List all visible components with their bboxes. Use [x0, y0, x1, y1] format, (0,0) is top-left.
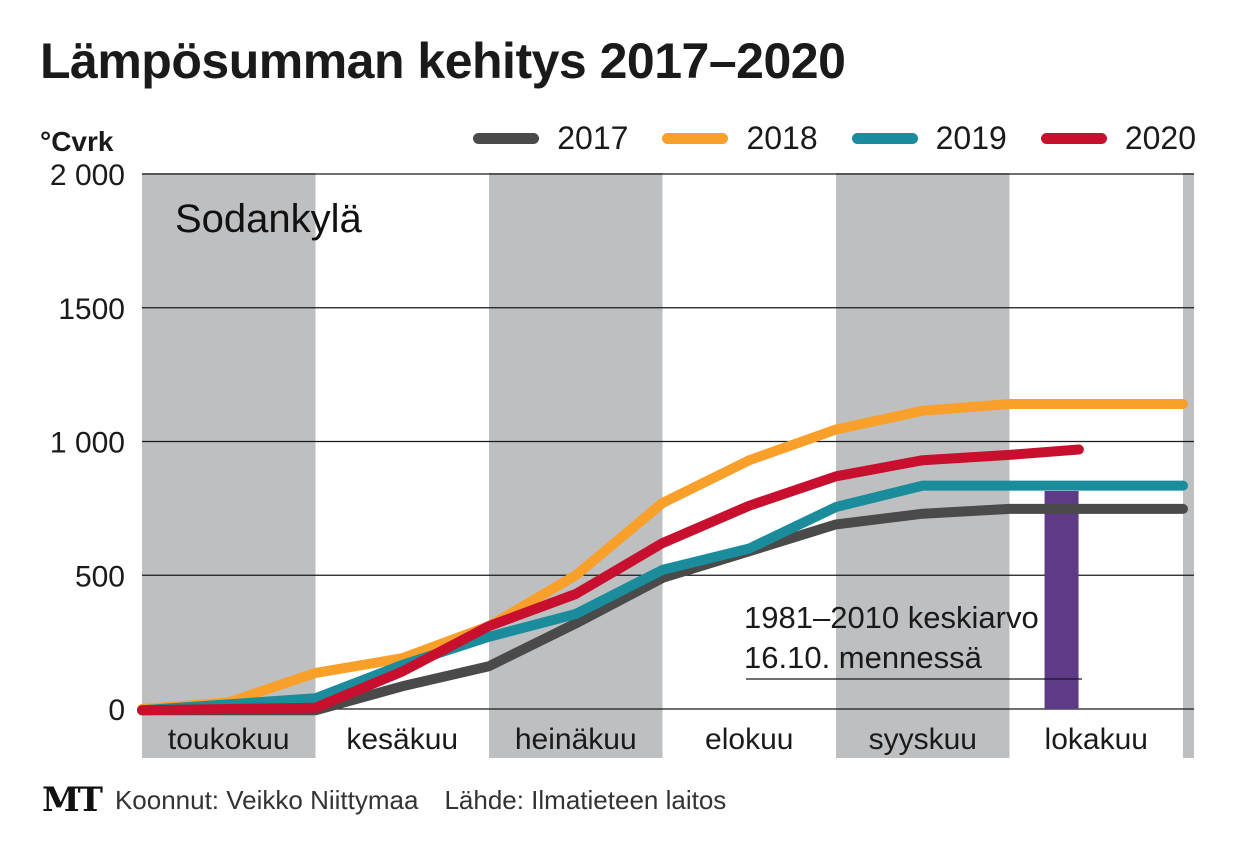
series-line-2018 [137, 399, 1188, 714]
series-line-2020 [137, 444, 1084, 716]
x-month-label: syyskuu [869, 723, 977, 756]
footer-source: Lähde: Ilmatieteen laitos [444, 784, 727, 815]
series-line-2019 [137, 480, 1188, 716]
x-month-label: elokuu [705, 723, 793, 756]
y-tick-label: 2 000 [50, 159, 125, 192]
x-month-label: lokakuu [1045, 723, 1148, 756]
legend-label-2017: 2017 [557, 120, 629, 156]
legend-swatch-2017 [473, 133, 540, 144]
legend-label-2019: 2019 [935, 120, 1007, 156]
legend-swatch-2019 [851, 133, 918, 144]
reference-label-line2: 16.10. mennessä [744, 640, 983, 675]
footer-credit: Koonnut: Veikko Niittymaa [114, 784, 419, 815]
y-tick-label: 0 [108, 694, 125, 727]
month-band-toukokuu [142, 173, 316, 758]
x-month-label: toukokuu [168, 723, 290, 756]
location-label: Sodankylä [175, 197, 363, 241]
x-month-label: kesäkuu [346, 723, 458, 756]
legend-item-2019: 2019 [851, 120, 1007, 157]
footer: MT Koonnut: Veikko Niittymaa Lähde: Ilma… [42, 780, 726, 820]
legend-item-2017: 2017 [473, 120, 628, 157]
month-band-extra [1183, 173, 1194, 758]
legend: 2017 2018 2019 2020 [439, 120, 1196, 157]
month-band-syyskuu [836, 173, 1010, 758]
y-tick-label: 1 000 [50, 427, 125, 460]
x-month-label: heinäkuu [515, 723, 637, 756]
series-line-2017 [137, 503, 1188, 716]
legend-label-2018: 2018 [746, 120, 818, 156]
mt-logo: MT [42, 780, 103, 820]
legend-label-2020: 2020 [1124, 120, 1196, 156]
reference-bar [1044, 490, 1079, 709]
month-band-heinäkuu [489, 173, 663, 758]
legend-swatch-2018 [662, 133, 729, 144]
y-tick-label: 500 [75, 560, 125, 593]
legend-item-2018: 2018 [662, 120, 818, 157]
y-axis-unit-label: °Cvrk [40, 126, 114, 157]
legend-swatch-2020 [1040, 133, 1107, 144]
y-tick-label: 1500 [58, 293, 125, 326]
reference-label-line1: 1981–2010 keskiarvo [744, 600, 1039, 635]
chart-title: Lämpösumman kehitys 2017–2020 [40, 33, 846, 89]
legend-item-2020: 2020 [1040, 120, 1196, 157]
